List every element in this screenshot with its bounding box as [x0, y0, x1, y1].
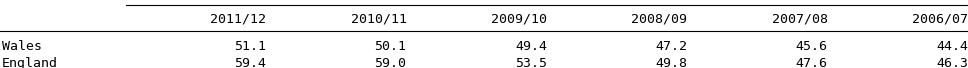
Text: 51.1: 51.1 — [234, 40, 266, 53]
Text: 49.8: 49.8 — [655, 57, 687, 68]
Text: 47.2: 47.2 — [655, 40, 687, 53]
Text: 59.0: 59.0 — [375, 57, 407, 68]
Text: 2007/08: 2007/08 — [771, 13, 828, 26]
Text: 59.4: 59.4 — [234, 57, 266, 68]
Text: 2010/11: 2010/11 — [350, 13, 407, 26]
Text: 50.1: 50.1 — [375, 40, 407, 53]
Text: 45.6: 45.6 — [796, 40, 828, 53]
Text: 53.5: 53.5 — [515, 57, 547, 68]
Text: 2008/09: 2008/09 — [631, 13, 687, 26]
Text: Wales: Wales — [2, 40, 42, 53]
Text: 49.4: 49.4 — [515, 40, 547, 53]
Text: 47.6: 47.6 — [796, 57, 828, 68]
Text: England: England — [2, 57, 58, 68]
Text: 44.4: 44.4 — [936, 40, 968, 53]
Text: 46.3: 46.3 — [936, 57, 968, 68]
Text: 2011/12: 2011/12 — [210, 13, 266, 26]
Text: 2009/10: 2009/10 — [491, 13, 547, 26]
Text: 2006/07: 2006/07 — [912, 13, 968, 26]
